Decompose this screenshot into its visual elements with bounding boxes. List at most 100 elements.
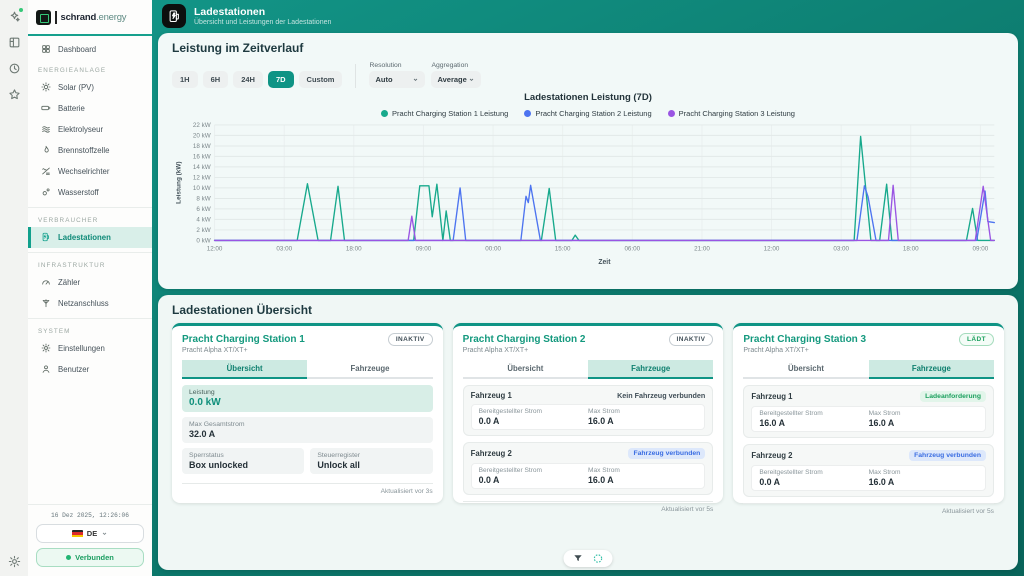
station-card-header: Pracht Charging Station 2 INAKTIV bbox=[463, 333, 714, 346]
svg-text:2 kW: 2 kW bbox=[196, 227, 210, 234]
assistant-sparkles-icon[interactable] bbox=[8, 8, 23, 23]
tab-fahrzeuge[interactable]: Fahrzeuge bbox=[868, 360, 994, 379]
charger-icon bbox=[41, 232, 51, 244]
resolution-label: Resolution bbox=[369, 62, 402, 69]
filter-funnel-icon[interactable] bbox=[573, 553, 584, 564]
molecule-icon bbox=[41, 187, 51, 199]
vehicle-name: Fahrzeug 2 bbox=[751, 451, 793, 460]
resolution-field: Resolution Auto bbox=[369, 62, 426, 88]
vehicle-name: Fahrzeug 1 bbox=[470, 391, 512, 400]
station-card-3: Pracht Charging Station 3 LÄDT Pracht Al… bbox=[733, 323, 1004, 515]
vehicle-field-label: Bereitgestellter Strom bbox=[478, 408, 543, 415]
sidebar-item-batterie[interactable]: Batterie bbox=[28, 98, 152, 119]
chevron-down-icon bbox=[414, 78, 418, 81]
range-button-24h[interactable]: 24H bbox=[233, 71, 263, 88]
sidebar-item-elektrolyseur[interactable]: Elektrolyseur bbox=[28, 119, 152, 140]
tab-fahrzeuge[interactable]: Fahrzeuge bbox=[588, 360, 714, 379]
sidebar-item-wasserstoff[interactable]: Wasserstoff bbox=[28, 182, 152, 203]
sidebar-item-ladestationen[interactable]: Ladestationen bbox=[28, 227, 152, 248]
sidebar-item-benutzer[interactable]: Benutzer bbox=[28, 359, 152, 380]
brand-name-main: schrand bbox=[60, 12, 97, 23]
metric-max-gesamtstrom: Max Gesamtstrom 32.0 A bbox=[182, 417, 433, 443]
sidebar-nav: Dashboard ENERGIEANLAGE Solar (PV) Batterie… bbox=[28, 36, 152, 504]
layers-icon bbox=[41, 124, 51, 136]
line-chart[interactable]: 0 kW 2 kW 4 kW 6 kW 8 kW 10 kW 12 kW 14 kW 16 kW… bbox=[172, 120, 1004, 270]
range-button-6h[interactable]: 6H bbox=[202, 71, 229, 88]
vehicle-header: Fahrzeug 1 Ladeanforderung bbox=[751, 391, 986, 402]
sidebar-item-dashboard[interactable]: Dashboard bbox=[28, 39, 152, 60]
rail-settings-gear-icon[interactable] bbox=[8, 555, 21, 568]
sidebar-item-solar-pv-[interactable]: Solar (PV) bbox=[28, 77, 152, 98]
tab-uebersicht[interactable]: Übersicht bbox=[462, 360, 588, 379]
metric-value: Box unlocked bbox=[189, 460, 249, 470]
aggregation-select[interactable]: Average bbox=[431, 71, 482, 88]
station-model: Pracht Alpha XT/XT+ bbox=[743, 347, 809, 354]
gear-icon bbox=[41, 343, 51, 355]
flame-icon bbox=[41, 145, 51, 157]
vehicle-panel: Fahrzeug 1 Ladeanforderung Bereitgestell… bbox=[743, 385, 994, 438]
vehicle-values: Bereitgestellter Strom 16.0 A Max Strom … bbox=[751, 406, 986, 432]
vehicle-field-value: 0.0 A bbox=[478, 416, 500, 426]
sidebar-item-label: Wasserstoff bbox=[58, 188, 99, 197]
refresh-ring-icon[interactable] bbox=[593, 553, 604, 564]
legend-item[interactable]: Pracht Charging Station 3 Leistung bbox=[667, 109, 795, 118]
vehicle-header: Fahrzeug 2 Fahrzeug verbunden bbox=[471, 448, 706, 459]
vehicle-field-label: Bereitgestellter Strom bbox=[759, 410, 823, 417]
time-range-buttons: 1H 6H 24H 7D Custom bbox=[172, 71, 343, 88]
gauge-icon bbox=[41, 277, 51, 289]
svg-text:12:00: 12:00 bbox=[764, 245, 780, 252]
station-card-header: Pracht Charging Station 1 INAKTIV bbox=[182, 333, 433, 346]
svg-text:22 kW: 22 kW bbox=[193, 122, 211, 129]
range-button-7d[interactable]: 7D bbox=[267, 71, 294, 88]
vehicle-panel: Fahrzeug 2 Fahrzeug verbunden Bereitgest… bbox=[743, 444, 994, 497]
language-label: DE bbox=[86, 529, 98, 538]
station-name: Pracht Charging Station 1 bbox=[182, 334, 305, 345]
panels-icon[interactable] bbox=[8, 36, 21, 49]
station-status-badge: INAKTIV bbox=[387, 333, 433, 346]
chart-section: Leistung im Zeitverlauf 1H 6H 24H 7D Custom … bbox=[158, 33, 1018, 289]
legend-label: Pracht Charging Station 3 Leistung bbox=[678, 109, 795, 118]
page-header: Ladestationen Übersicht und Leistungen d… bbox=[158, 0, 1018, 33]
brand-name-suffix: .energy bbox=[96, 12, 127, 23]
sidebar-item-wechselrichter[interactable]: Wechselrichter bbox=[28, 161, 152, 182]
nav-section-label: ENERGIEANLAGE bbox=[38, 67, 107, 74]
legend-item[interactable]: Pracht Charging Station 2 Leistung bbox=[524, 109, 652, 118]
sidebar-item-netzanschluss[interactable]: Netzanschluss bbox=[28, 293, 152, 314]
vehicle-panel: Fahrzeug 2 Fahrzeug verbunden Bereitgest… bbox=[462, 442, 714, 495]
brand-logo-icon bbox=[36, 10, 51, 25]
metric-label: Steuerregister bbox=[317, 452, 361, 459]
tab-uebersicht[interactable]: Übersicht bbox=[743, 360, 869, 379]
range-button-custom[interactable]: Custom bbox=[298, 71, 343, 88]
tab-fahrzeuge[interactable]: Fahrzeuge bbox=[307, 360, 433, 379]
favorites-star-icon[interactable] bbox=[8, 88, 21, 101]
vehicle-field-value: 0.0 A bbox=[478, 475, 500, 485]
sidebar-item-brennstoffzelle[interactable]: Brennstoffzelle bbox=[28, 140, 152, 161]
vehicle-name: Fahrzeug 2 bbox=[470, 449, 512, 458]
svg-text:06:00: 06:00 bbox=[624, 245, 640, 252]
main-content: Ladestationen Übersicht und Leistungen d… bbox=[152, 0, 1024, 576]
vehicle-name: Fahrzeug 1 bbox=[751, 392, 793, 401]
range-button-1h[interactable]: 1H bbox=[172, 71, 198, 88]
sidebar-item-label: Netzanschluss bbox=[58, 299, 109, 308]
resolution-select[interactable]: Auto bbox=[369, 71, 426, 88]
vehicle-field-label: Max Strom bbox=[868, 410, 901, 417]
metric-sperrstatus: Sperrstatus Box unlocked bbox=[182, 448, 305, 474]
svg-text:14 kW: 14 kW bbox=[193, 164, 211, 171]
brand-separator bbox=[55, 11, 57, 24]
connection-status-label: Verbunden bbox=[75, 553, 114, 562]
svg-text:Leistung (kW): Leistung (kW) bbox=[176, 161, 183, 203]
language-selector[interactable]: DE bbox=[36, 524, 144, 543]
chevron-down-icon bbox=[470, 78, 474, 81]
sidebar-item-label: Wechselrichter bbox=[58, 167, 110, 176]
charging-station-icon bbox=[162, 4, 186, 28]
sidebar-item-label: Zähler bbox=[58, 278, 81, 287]
history-clock-icon[interactable] bbox=[8, 62, 21, 75]
sidebar-item-zähler[interactable]: Zähler bbox=[28, 272, 152, 293]
pylon-icon bbox=[41, 298, 51, 310]
tab-uebersicht[interactable]: Übersicht bbox=[182, 360, 308, 379]
chart-title: Ladestationen Leistung (7D) bbox=[524, 92, 652, 103]
legend-item[interactable]: Pracht Charging Station 1 Leistung bbox=[381, 109, 508, 118]
sidebar-item-einstellungen[interactable]: Einstellungen bbox=[28, 338, 152, 359]
sidebar-item-label: Solar (PV) bbox=[58, 83, 94, 92]
